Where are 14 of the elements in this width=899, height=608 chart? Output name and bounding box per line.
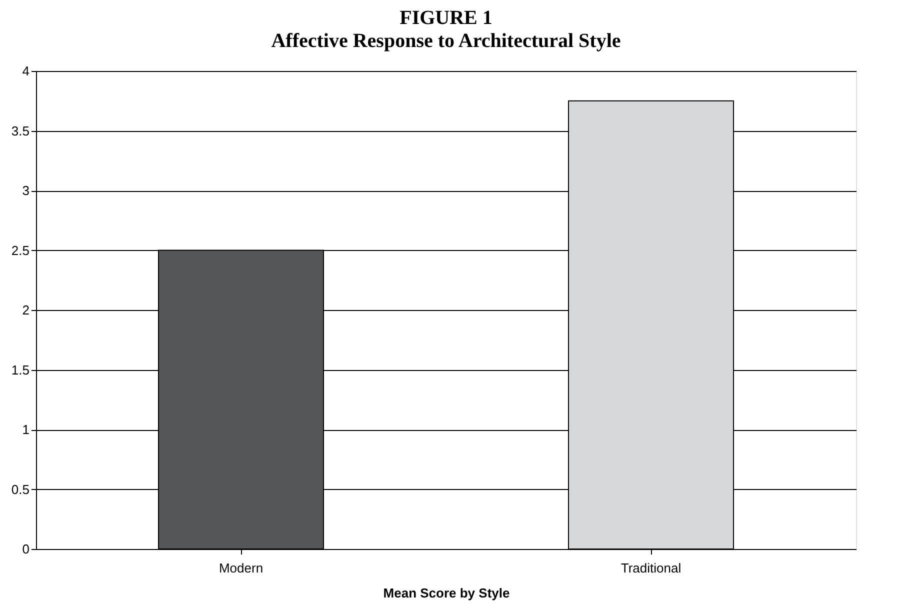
chart-subtitle: Affective Response to Architectural Style — [271, 30, 621, 52]
chart-title: FIGURE 1 — [400, 7, 492, 29]
y-tick-label: 2 — [22, 302, 30, 318]
y-tick-label: 3 — [22, 183, 30, 198]
x-tick-label: Modern — [218, 560, 264, 576]
y-tick-label: 0.5 — [11, 482, 30, 497]
x-tick-label: Traditional — [620, 560, 682, 576]
y-tick-label: 2.5 — [11, 242, 30, 258]
y-tick-label: 4 — [22, 64, 30, 78]
y-tick-label: 0 — [22, 542, 30, 556]
y-tick-label: 1 — [22, 422, 30, 437]
y-tick-label: 1.5 — [11, 362, 30, 378]
y-tick-label: 3.5 — [11, 123, 30, 138]
x-axis-title: Mean Score by Style — [383, 586, 510, 600]
